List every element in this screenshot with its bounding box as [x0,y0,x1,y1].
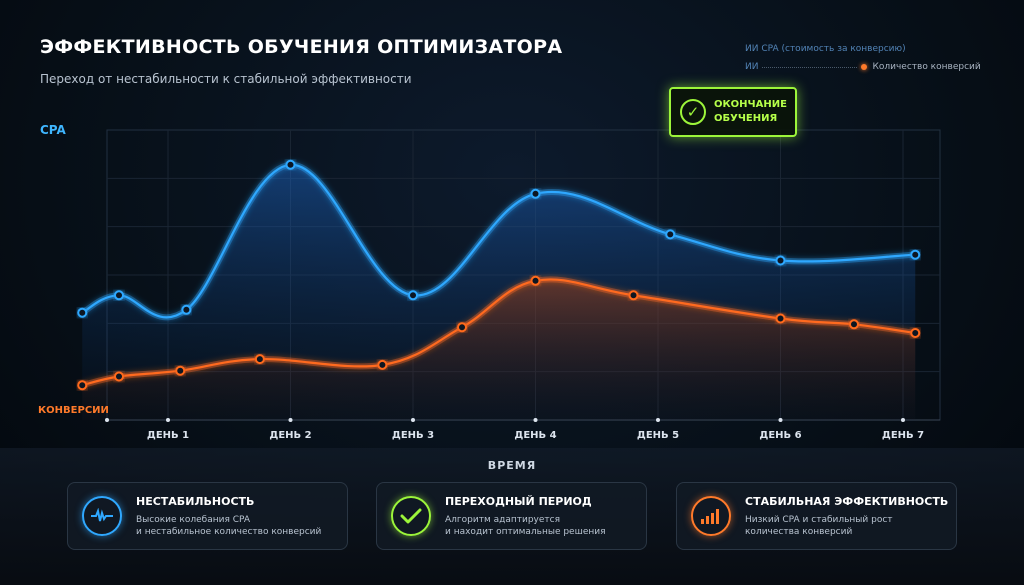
marker-line1: ОКОНЧАНИЕ [714,99,787,110]
card-stable: СТАБИЛЬНАЯ ЭФФЕКТИВНОСТЬ Низкий CPA и ст… [676,482,957,550]
data-point [530,275,541,286]
data-point [114,290,124,301]
x-axis-title: ВРЕМЯ [487,459,537,472]
x-tick-dot [901,418,905,422]
y-axis-label-cpa: CPA [40,123,66,137]
legend-conv-prefix: ИИ [745,62,759,72]
card-transition: ПЕРЕХОДНЫЙ ПЕРИОД Алгоритм адаптируется … [376,482,647,550]
series-area-1 [82,279,916,420]
page-subtitle: Переход от нестабильности к стабильной э… [40,72,412,86]
check-circle-icon: ✓ [680,99,706,125]
data-point [377,359,388,370]
data-point [77,307,88,318]
data-point [457,322,467,333]
data-point [175,365,186,376]
x-tick-label: ДЕНЬ 1 [146,430,190,441]
data-point [775,313,786,324]
x-tick-dot [778,418,783,422]
data-point [628,290,639,301]
x-tick-dot [288,418,293,422]
legend-orange-dot [861,64,868,70]
x-tick-label: ДЕНЬ 2 [269,430,312,441]
data-point [114,371,124,382]
card-desc-line2: и находит оптимальные решения [445,526,606,537]
data-point [77,380,88,391]
card-title: НЕСТАБИЛЬНОСТЬ [136,494,255,508]
x-tick-label: ДЕНЬ 3 [391,430,435,441]
card-desc-line2: и нестабильное количество конверсий [136,526,322,537]
pulse-icon [82,496,122,536]
legend-item-cpa: ИИ CPA (стоимость за конверсию) [745,40,981,58]
data-point [910,328,921,338]
card-title: СТАБИЛЬНАЯ ЭФФЕКТИВНОСТЬ [745,494,949,508]
x-tick-label: ДЕНЬ 5 [636,430,680,441]
x-tick-dot [166,418,170,422]
data-point [254,354,265,365]
x-tick-dot [656,418,660,422]
chart-area [77,129,941,422]
x-tick-dot [105,418,109,422]
marker-line2: ОБУЧЕНИЯ [714,113,778,124]
card-desc-line2: количества конверсий [745,526,853,537]
x-tick-dot [533,418,538,422]
page-title: ЭФФЕКТИВНОСТЬ ОБУЧЕНИЯ ОПТИМИЗАТОРА [40,36,563,58]
training-end-marker: ✓ ОКОНЧАНИЕ ОБУЧЕНИЯ [669,87,797,137]
x-tick-label: ДЕНЬ 7 [881,430,925,441]
legend-conv-label: Количество конверсий [872,62,981,72]
card-title: ПЕРЕХОДНЫЙ ПЕРИОД [445,494,592,508]
chart-legend: ИИ CPA (стоимость за конверсию) ИИ Колич… [745,40,981,76]
data-point [530,188,541,199]
bars-icon [691,496,731,536]
legend-cpa-label: ИИ CPA (стоимость за конверсию) [745,44,906,54]
legend-item-conversions: ИИ Количество конверсий [745,58,981,76]
card-desc-line1: Низкий CPA и стабильный рост [745,514,893,525]
x-tick-dot [411,418,415,422]
card-desc-line1: Высокие колебания CPA [136,514,251,525]
check-icon [391,496,431,536]
y-axis-label-conversions: КОНВЕРСИИ [38,405,109,416]
data-point [665,229,676,240]
x-tick-label: ДЕНЬ 6 [759,430,802,441]
data-point [408,290,418,301]
card-desc-line1: Алгоритм адаптируется [445,514,561,525]
line-chart [77,129,941,422]
data-point [910,249,921,260]
card-instability: НЕСТАБИЛЬНОСТЬ Высокие колебания CPA и н… [67,482,348,550]
data-point [285,159,296,170]
data-point [775,255,786,266]
x-tick-label: ДЕНЬ 4 [514,430,557,441]
legend-dotted-line [762,66,858,68]
data-point [849,319,859,330]
data-point [181,304,192,315]
